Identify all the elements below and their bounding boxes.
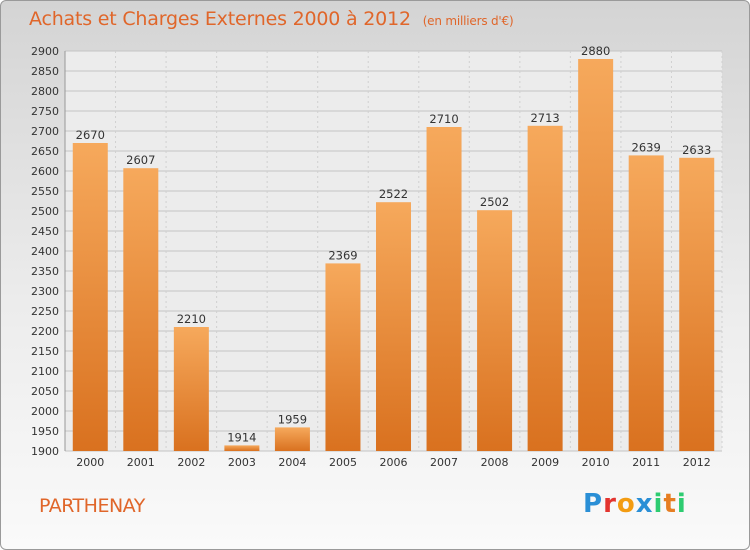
bar-2000 — [72, 143, 108, 451]
data-label: 2713 — [530, 111, 559, 125]
bar-2002 — [173, 327, 209, 451]
y-tick-label: 2900 — [31, 45, 59, 58]
y-tick-label: 2800 — [31, 85, 59, 98]
bar-2011 — [628, 155, 664, 451]
y-tick-label: 2600 — [31, 165, 59, 178]
x-tick-label: 2009 — [531, 456, 559, 469]
x-tick-label: 2011 — [632, 456, 660, 469]
x-tick-label: 2012 — [683, 456, 711, 469]
x-tick-label: 2000 — [76, 456, 104, 469]
logo-letter: i — [676, 489, 687, 519]
y-tick-label: 2750 — [31, 105, 59, 118]
y-tick-label: 2400 — [31, 245, 59, 258]
logo-letter: i — [653, 489, 664, 519]
x-tick-label: 2008 — [481, 456, 509, 469]
logo-letter: t — [663, 489, 677, 519]
y-tick-label: 2450 — [31, 225, 59, 238]
x-tick-label: 2002 — [177, 456, 205, 469]
bar-layer: 2670 2607 2210 1914 1959 2369 2522 2710 2502 2713… — [72, 44, 715, 452]
x-tick-label: 2001 — [127, 456, 155, 469]
y-tick-label: 2550 — [31, 185, 59, 198]
data-label: 2633 — [682, 143, 711, 157]
y-tick-label: 2100 — [31, 365, 59, 378]
axis-layer: 1900 1950 2000 2050 2100 2150 2200 2250 2300 2350… — [31, 45, 711, 469]
bar-2001 — [123, 168, 159, 451]
y-tick-label: 2350 — [31, 265, 59, 278]
data-label: 2710 — [429, 112, 458, 126]
data-label: 2502 — [480, 195, 509, 209]
y-tick-label: 2150 — [31, 345, 59, 358]
y-tick-label: 2700 — [31, 125, 59, 138]
y-tick-label: 2650 — [31, 145, 59, 158]
y-tick-label: 2200 — [31, 325, 59, 338]
x-tick-label: 2007 — [430, 456, 458, 469]
x-tick-label: 2004 — [278, 456, 306, 469]
x-tick-label: 2003 — [228, 456, 256, 469]
y-tick-label: 2000 — [31, 405, 59, 418]
bar-2005 — [325, 263, 361, 451]
bar-2010 — [578, 59, 614, 451]
logo-letter: r — [603, 489, 617, 519]
bar-2009 — [527, 125, 563, 452]
y-tick-label: 2050 — [31, 385, 59, 398]
data-label: 2522 — [379, 187, 408, 201]
y-tick-label: 2850 — [31, 65, 59, 78]
data-label: 2210 — [177, 312, 206, 326]
x-tick-label: 2005 — [329, 456, 357, 469]
bar-2012 — [679, 157, 715, 452]
bar-2006 — [376, 202, 411, 451]
y-tick-label: 2300 — [31, 285, 59, 298]
data-label: 2369 — [328, 248, 357, 262]
data-label: 2639 — [632, 140, 661, 154]
y-tick-label: 2500 — [31, 205, 59, 218]
data-label: 2880 — [581, 44, 610, 58]
x-tick-label: 2010 — [582, 456, 610, 469]
x-tick-label: 2006 — [380, 456, 408, 469]
bar-2008 — [477, 210, 513, 451]
data-label: 1914 — [227, 430, 256, 444]
chart-subtitle: (en milliers d'€) — [422, 14, 514, 28]
y-tick-label: 2250 — [31, 305, 59, 318]
proxiti-logo: Proxiti — [583, 489, 687, 519]
logo-letter: o — [616, 489, 636, 519]
logo-letter: P — [583, 489, 604, 519]
data-label: 2670 — [76, 128, 105, 142]
bar-2004 — [274, 427, 310, 451]
bar-2003 — [224, 445, 260, 451]
location-label: PARTHENAY — [39, 495, 145, 517]
logo-letter: x — [635, 489, 654, 519]
data-label: 2607 — [126, 153, 155, 167]
y-tick-label: 1900 — [31, 445, 59, 458]
y-tick-label: 1950 — [31, 425, 59, 438]
chart-title: Achats et Charges Externes 2000 à 2012 (… — [29, 8, 514, 30]
chart-title-text: Achats et Charges Externes 2000 à 2012 — [29, 8, 411, 30]
data-label: 1959 — [278, 412, 307, 426]
bar-2007 — [426, 127, 462, 451]
